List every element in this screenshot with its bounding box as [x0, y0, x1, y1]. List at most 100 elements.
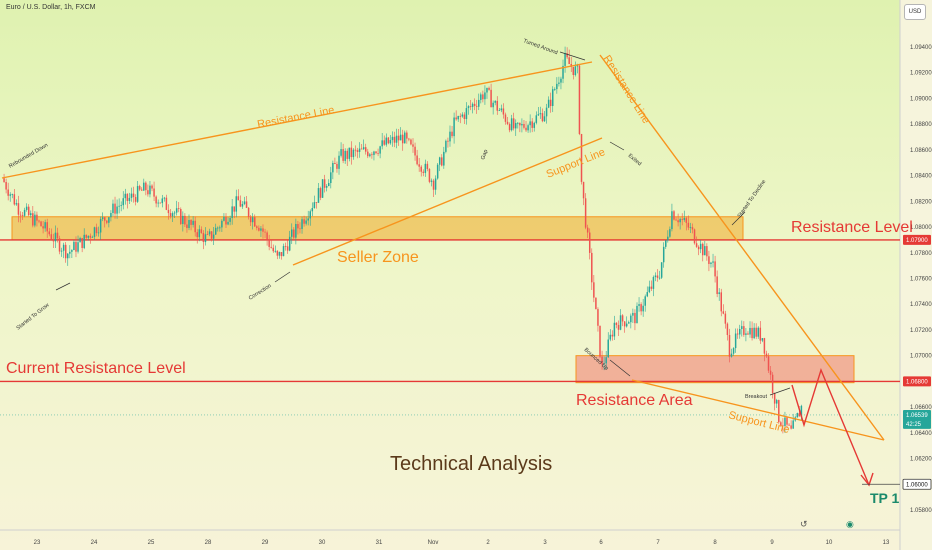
candle-body [465, 108, 468, 120]
candle-body [625, 323, 628, 327]
candle-body [773, 393, 776, 404]
candle-body [272, 247, 275, 252]
candle-body [482, 94, 484, 100]
label-resistance-area: Resistance Area [576, 392, 693, 409]
label-technical-analysis: Technical Analysis [390, 453, 552, 475]
candle-body [219, 227, 221, 229]
candle-body [393, 136, 396, 143]
candle-body [453, 117, 455, 137]
time-tick-label: 28 [205, 540, 212, 546]
candle-body [478, 99, 480, 107]
candle-body [640, 304, 642, 312]
candle-body [309, 211, 311, 219]
candle-body [673, 211, 675, 220]
candle-body [486, 87, 488, 93]
time-tick-label: 24 [91, 540, 98, 546]
candle-body [679, 219, 681, 223]
candle-body [305, 220, 307, 224]
candle-body [730, 353, 733, 357]
candle-body [451, 131, 453, 137]
candle-body [147, 190, 149, 195]
candle-body [510, 118, 513, 131]
candle-body [634, 312, 636, 324]
time-tick-label: 6 [599, 540, 603, 546]
time-tick-label: 8 [713, 540, 717, 546]
candle-body [455, 117, 457, 120]
candle-body [527, 125, 529, 131]
candle-body [784, 417, 786, 426]
candle-body [473, 103, 476, 106]
candle-body [410, 139, 412, 145]
candle-body [584, 198, 587, 228]
candle-body [461, 114, 464, 117]
candle-body [769, 370, 772, 375]
candle-body [99, 219, 102, 233]
time-tick-label: 29 [262, 540, 269, 546]
candle-body [796, 413, 799, 418]
candle-body [447, 140, 449, 142]
candle-body [36, 214, 38, 221]
currency-button[interactable]: USD [904, 4, 926, 20]
candle-body [708, 256, 710, 264]
candle-body [753, 327, 755, 339]
candle-body [515, 123, 517, 129]
candle-body [385, 137, 388, 145]
candle-body [32, 213, 34, 226]
candle-body [303, 219, 305, 224]
price-tick-label: 1.08200 [910, 199, 932, 205]
candle-body [48, 231, 51, 235]
candle-body [134, 197, 137, 202]
candle-body [693, 229, 696, 244]
candle-body [266, 232, 268, 240]
candle-body [749, 327, 751, 335]
candle-body [173, 212, 176, 214]
candle-body [578, 65, 581, 135]
candle-body [145, 182, 147, 191]
candle-body [566, 53, 568, 58]
candle-body [340, 149, 342, 156]
candle-body [798, 413, 801, 417]
candle-body [504, 114, 507, 122]
candle-body [301, 219, 303, 229]
candle-body [687, 222, 690, 228]
candle-body [291, 229, 293, 237]
candle-body [738, 329, 741, 335]
status-dot-icon[interactable]: ◉ [846, 519, 854, 529]
time-tick-label: 25 [148, 540, 155, 546]
candle-body [198, 229, 201, 238]
candle-body [237, 196, 240, 201]
price-marker-badge [903, 234, 931, 245]
candle-body [502, 108, 505, 115]
candle-body [603, 363, 605, 365]
undo-icon[interactable]: ↺ [800, 519, 808, 529]
candle-body [212, 234, 215, 239]
time-tick-label: 7 [656, 540, 660, 546]
price-tick-label: 1.06400 [910, 431, 932, 437]
candle-body [441, 157, 443, 166]
candle-body [714, 261, 716, 277]
candle-body [494, 100, 496, 103]
candle-body [389, 140, 392, 144]
candle-body [317, 188, 320, 203]
candle-body [763, 338, 766, 354]
candle-body [268, 239, 270, 247]
candle-body [621, 315, 624, 322]
candle-body [778, 400, 780, 423]
candle-body [539, 113, 542, 115]
candle-body [512, 118, 515, 129]
candle-body [788, 424, 790, 426]
candle-body [315, 202, 318, 203]
candle-body [611, 334, 614, 337]
candle-body [792, 420, 794, 429]
candle-body [401, 134, 404, 144]
price-tick-label: 1.07000 [910, 354, 932, 360]
candle-body [371, 154, 373, 156]
candle-body [136, 186, 139, 202]
candle-body [568, 57, 570, 65]
arrow-breakout [769, 387, 791, 396]
price-tick-label: 1.08400 [910, 174, 932, 180]
candle-body [262, 228, 264, 232]
candle-body [186, 224, 188, 229]
candle-body [675, 219, 677, 221]
